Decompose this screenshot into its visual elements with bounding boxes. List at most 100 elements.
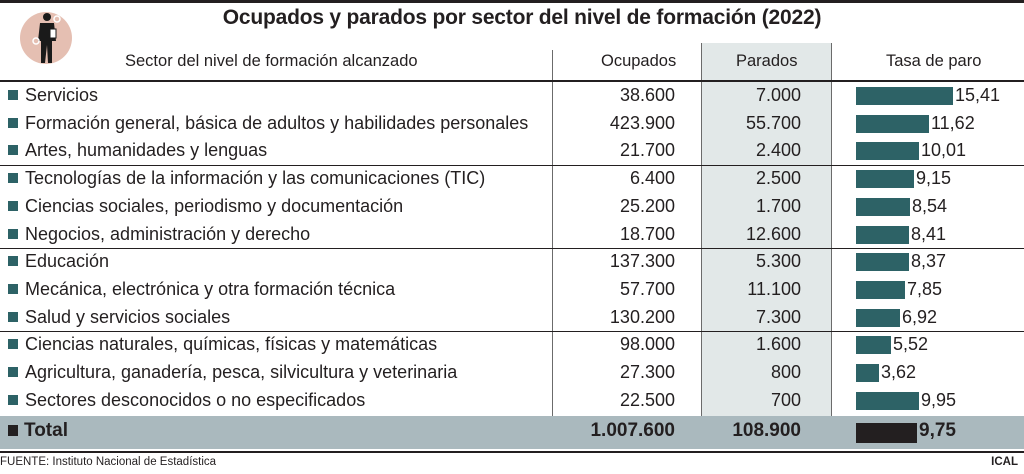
- parados-value: 2.500: [755, 168, 801, 189]
- rate-bar: [856, 336, 891, 355]
- parados-value: 1.600: [755, 334, 801, 355]
- rate-value: 9,15: [916, 168, 952, 189]
- brand-credit: ICAL: [991, 456, 1018, 468]
- ocupados-value: 21.700: [619, 140, 675, 161]
- ocupados-value: 137.300: [609, 251, 675, 272]
- table-row: Formación general, básica de adultos y h…: [0, 110, 1024, 138]
- rate-bar: [856, 253, 909, 272]
- rate-value: 11,62: [931, 112, 975, 133]
- parados-column-bg: [701, 43, 831, 416]
- bullet-square-icon: [8, 145, 18, 156]
- rate-value: 6,92: [902, 306, 938, 327]
- header-tasa: Tasa de paro: [886, 52, 982, 70]
- chart-title-text: Ocupados y parados por sector del nivel …: [222, 6, 822, 29]
- rate-bar: [856, 280, 905, 299]
- rate-bar: [856, 197, 910, 216]
- table-row: Artes, humanidades y lenguas 21.700 2.400 1…: [0, 137, 1024, 165]
- sector-label: Artes, humanidades y lenguas: [8, 140, 267, 161]
- table-row: Negocios, administración y derecho 18.700…: [0, 221, 1024, 249]
- sector-text: Ciencias sociales, periodismo y document…: [25, 195, 404, 216]
- sector-text: Artes, humanidades y lenguas: [25, 140, 268, 161]
- sector-text: Mecánica, electrónica y otra formación t…: [25, 278, 396, 299]
- bullet-square-icon: [8, 256, 18, 267]
- chart-title: Ocupados y parados por sector del nivel …: [0, 6, 1024, 30]
- parados-value: 12.600: [745, 223, 801, 244]
- rate-bar: [856, 225, 909, 244]
- bullet-square-icon: [8, 228, 18, 239]
- bullet-square-icon: [8, 311, 18, 322]
- parados-value: 2.400: [755, 140, 801, 161]
- rate-bar: [856, 142, 919, 161]
- parados-value: 5.300: [755, 251, 801, 272]
- table-row: Servicios 38.600 7.000 15,41: [0, 82, 1024, 110]
- rate-bar: [856, 308, 900, 327]
- total-parados: 108.900: [732, 420, 801, 441]
- rate-value: 8,41: [911, 223, 947, 244]
- sector-label: Educación: [8, 251, 109, 272]
- ocupados-value: 6.400: [629, 168, 675, 189]
- sector-text: Negocios, administración y derecho: [25, 223, 311, 244]
- sector-label: Tecnologías de la información y las comu…: [8, 168, 485, 189]
- group-rule: [0, 248, 1024, 249]
- rate-bar: [856, 391, 919, 410]
- sector-text: Salud y servicios sociales: [25, 306, 231, 327]
- sector-text: Tecnologías de la información y las comu…: [25, 168, 486, 189]
- sector-label: Ciencias sociales, periodismo y document…: [8, 196, 403, 217]
- rate-value: 10,01: [921, 140, 967, 161]
- header-sector: Sector del nivel de formación alcanzado: [125, 52, 418, 70]
- column-divider: [831, 43, 832, 449]
- column-divider: [701, 43, 702, 449]
- group-rule: [0, 165, 1024, 166]
- rate-bar: [856, 170, 914, 189]
- total-rate-value: 9,75: [919, 420, 956, 441]
- bullet-square-icon: [8, 339, 18, 350]
- total-label: Total: [8, 420, 68, 442]
- rate-value: 8,37: [911, 251, 947, 272]
- sector-label: Agricultura, ganadería, pesca, silvicult…: [8, 362, 457, 383]
- header-rule: [0, 80, 1024, 82]
- rate-value: 8,54: [912, 195, 948, 216]
- sector-label: Mecánica, electrónica y otra formación t…: [8, 279, 395, 300]
- bottom-rule: [0, 451, 1024, 453]
- group-rule: [0, 331, 1024, 332]
- table-row: Ciencias naturales, químicas, físicas y …: [0, 331, 1024, 359]
- ocupados-value: 98.000: [619, 334, 675, 355]
- sector-label: Negocios, administración y derecho: [8, 224, 310, 245]
- table-row: Mecánica, electrónica y otra formación t…: [0, 276, 1024, 304]
- sector-text: Servicios: [25, 85, 99, 105]
- bullet-square-icon: [8, 283, 18, 294]
- table-row: Tecnologías de la información y las comu…: [0, 165, 1024, 193]
- parados-value: 11.100: [747, 278, 801, 299]
- total-label-text: Total: [24, 420, 68, 441]
- sector-text: Educación: [25, 251, 110, 272]
- ocupados-value: 18.700: [619, 223, 675, 244]
- column-divider: [552, 50, 553, 416]
- rate-value: 5,52: [893, 334, 929, 355]
- top-rule: [0, 0, 1024, 3]
- rate-bar: [856, 114, 929, 133]
- sector-text: Agricultura, ganadería, pesca, silvicult…: [25, 362, 458, 382]
- ocupados-value: 130.200: [609, 306, 675, 327]
- rate-value: 7,85: [907, 278, 943, 299]
- ocupados-value: 25.200: [619, 195, 675, 216]
- source-note: FUENTE: Instituto Nacional de Estadístic…: [0, 456, 217, 468]
- sector-label: Servicios: [8, 85, 98, 106]
- bullet-square-icon: [8, 90, 18, 100]
- sector-label: Salud y servicios sociales: [8, 307, 230, 328]
- table-row: Salud y servicios sociales 130.200 7.300 6,…: [0, 304, 1024, 332]
- worker-icon: [20, 12, 72, 64]
- parados-value: 7.000: [755, 85, 801, 105]
- sector-label: Formación general, básica de adultos y h…: [8, 113, 528, 134]
- ocupados-value: 27.300: [619, 362, 675, 382]
- bullet-square-icon: [8, 200, 18, 211]
- total-row: Total 1.007.600 108.900 9,75: [0, 416, 1024, 449]
- sector-text: Ciencias naturales, químicas, físicas y …: [25, 334, 438, 355]
- parados-value: 55.700: [745, 112, 801, 133]
- rate-bar: [856, 87, 953, 105]
- parados-value: 700: [770, 389, 801, 410]
- rate-value: 9,95: [921, 389, 957, 410]
- parados-value: 7.300: [755, 306, 801, 327]
- table-row: Ciencias sociales, periodismo y document…: [0, 193, 1024, 221]
- rate-value: 15,41: [955, 85, 1001, 105]
- bullet-square-icon: [8, 173, 18, 184]
